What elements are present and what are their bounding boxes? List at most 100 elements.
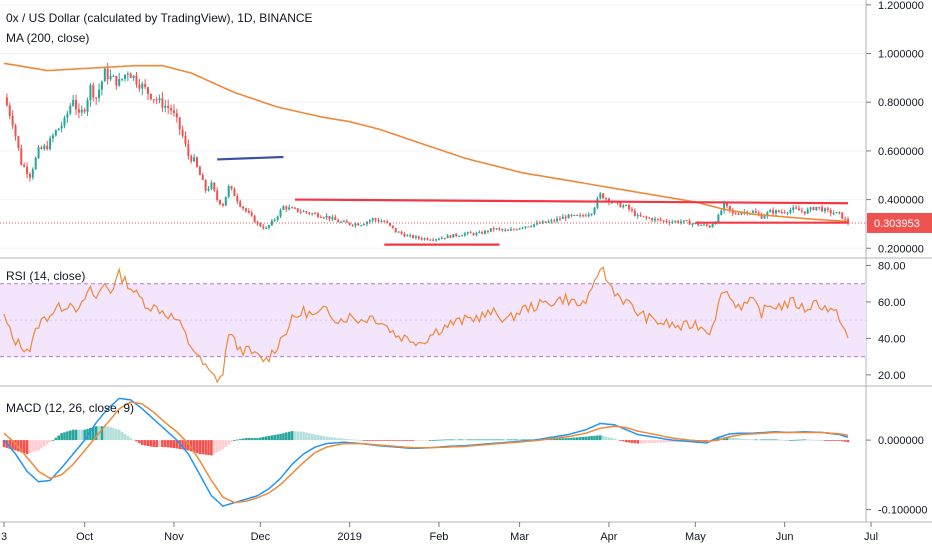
candle-body [360, 225, 363, 227]
macd-histogram-bar [11, 440, 14, 450]
macd-histogram-bar [610, 438, 614, 441]
candle-body [340, 221, 343, 223]
candle-body [51, 135, 54, 139]
macd-histogram-bar [636, 440, 640, 444]
candle-body [184, 135, 187, 145]
macd-histogram-bar [521, 439, 524, 441]
candle-body [734, 213, 737, 215]
macd-pane [2, 397, 850, 507]
candle-body [147, 87, 150, 94]
macd-histogram-bar [501, 439, 504, 441]
candle-body [155, 99, 158, 101]
candle-body [63, 117, 66, 126]
macd-histogram-bar [331, 437, 334, 441]
macd-histogram-bar [48, 440, 52, 443]
macd-histogram-bar [25, 440, 29, 454]
macd-histogram-bar [757, 439, 760, 441]
macd-histogram-bar [238, 439, 242, 441]
candle-body [342, 221, 345, 223]
candle-body [242, 206, 245, 209]
macd-histogram-bar [138, 440, 141, 444]
last-price-label-bg [867, 212, 932, 233]
macd-histogram-bar [573, 437, 576, 441]
trendline-drawing [217, 155, 284, 161]
macd-histogram-bar [60, 433, 63, 441]
candle-body [533, 224, 536, 227]
macd-histogram-bar [397, 440, 400, 441]
candle-body [308, 212, 311, 214]
candle-body [656, 218, 659, 220]
macd-histogram-bar [578, 437, 582, 441]
candle-body [221, 203, 224, 206]
macd-histogram-bar [388, 440, 392, 441]
candle-body [121, 78, 124, 80]
macd-histogram-bar [391, 440, 395, 441]
candle-body [316, 213, 319, 217]
macd-histogram-bar [734, 438, 737, 441]
macd-histogram-bar [817, 439, 821, 441]
candle-body [219, 199, 222, 204]
candle-body [380, 221, 383, 223]
macd-histogram-bar [74, 429, 78, 441]
macd-histogram-bar [596, 435, 599, 441]
candle-body [636, 214, 639, 216]
macd-histogram-bar [236, 439, 239, 441]
macd-histogram-bar [221, 440, 225, 450]
candle-body [40, 147, 43, 149]
ma-indicator-label: MA (200, close) [6, 31, 89, 45]
macd-histogram-bar [812, 439, 815, 441]
macd-histogram-bar [659, 440, 663, 443]
macd-histogram-bar [483, 439, 487, 441]
macd-histogram-bar [575, 437, 579, 441]
candle-body [671, 221, 674, 224]
candle-body [331, 217, 334, 220]
candle-body [54, 130, 57, 136]
macd-histogram-bar [466, 439, 470, 441]
candle-body [69, 105, 72, 114]
candle-body [204, 179, 207, 191]
candle-body [581, 215, 584, 217]
macd-histogram-bar [843, 440, 847, 442]
candle-body [777, 210, 780, 212]
time-axis-tick-label: Jul [864, 531, 878, 543]
macd-histogram-bar [325, 436, 328, 441]
candle-body [587, 214, 590, 216]
macd-histogram-bar [54, 437, 58, 441]
candle-body [80, 109, 83, 113]
candle-body [37, 147, 40, 158]
candle-body [75, 99, 78, 110]
rsi-axis-tick-label: 60.00 [878, 297, 906, 309]
macd-histogram-bar [581, 436, 585, 441]
candle-body [524, 226, 527, 228]
candle-body [726, 202, 729, 206]
candle-body [832, 213, 835, 215]
macd-histogram-bar [561, 438, 565, 441]
candle-body [573, 214, 576, 216]
candle-body [541, 221, 544, 224]
candle-body [723, 202, 726, 211]
last-price-label: 0.303953 [874, 218, 920, 230]
candle-body [43, 145, 46, 149]
candle-body [334, 217, 337, 221]
macd-histogram-bar [820, 440, 824, 441]
candle-body [596, 198, 599, 208]
candle-body [181, 129, 184, 136]
candle-body [118, 79, 121, 86]
macd-histogram-bar [140, 440, 144, 445]
macd-axis-tick-label: 0.000000 [878, 435, 924, 447]
candle-body [60, 125, 63, 129]
candle-body [285, 206, 288, 210]
macd-histogram-bar [94, 426, 98, 441]
candle-body [46, 145, 49, 150]
candle-body [429, 239, 432, 241]
macd-histogram-bar [400, 440, 403, 441]
macd-histogram-bar [362, 440, 366, 441]
macd-histogram-bar [293, 431, 297, 441]
candle-body [463, 233, 466, 236]
macd-histogram-bar [607, 437, 611, 441]
candle-body [841, 212, 844, 219]
candle-body [564, 216, 567, 219]
candle-body [766, 212, 769, 216]
